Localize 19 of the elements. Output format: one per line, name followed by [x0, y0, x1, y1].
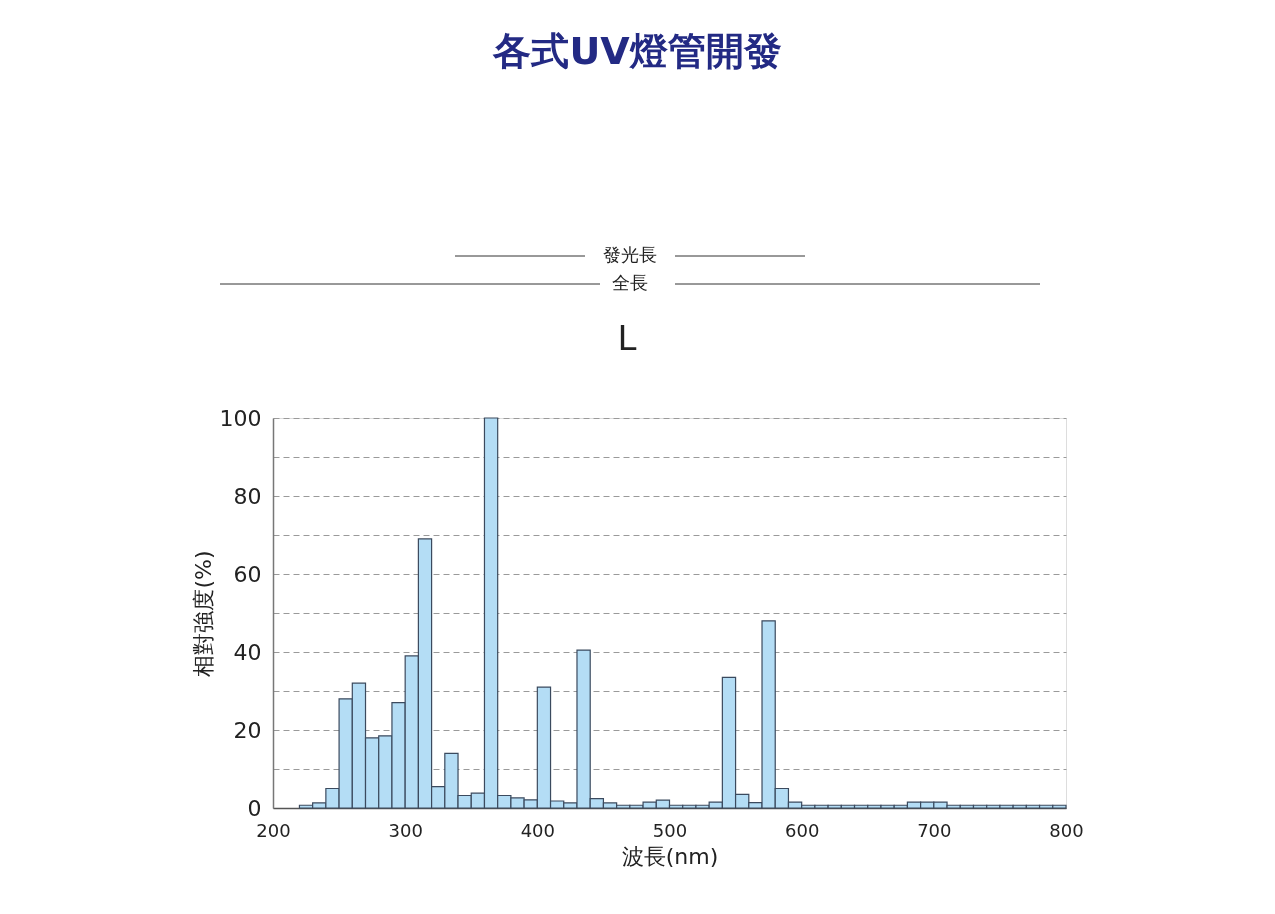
text: 發光長	[603, 244, 657, 265]
y-tick-label: 100	[219, 405, 262, 431]
y-tick-label: 40	[233, 639, 262, 665]
text: L	[617, 318, 637, 358]
x-tick-label: 500	[652, 819, 688, 841]
y-tick-label: 0	[247, 795, 262, 821]
x-tick-label: 200	[256, 819, 291, 841]
chart-title: 各式UV燈管開發	[492, 29, 782, 73]
x-tick-label: 800	[1049, 819, 1084, 841]
y-tick-label: 60	[233, 561, 262, 587]
x-tick-label: 700	[917, 819, 952, 841]
x-tick-label: 300	[388, 819, 423, 841]
x-tick-label: 600	[784, 819, 820, 841]
text: 全長	[612, 272, 648, 293]
x-tick-label: 400	[520, 819, 556, 841]
y-tick-label: 80	[233, 483, 262, 509]
y-axis-title: 相對強度(%)	[190, 550, 216, 677]
y-tick-label: 20	[233, 717, 262, 743]
x-axis-title: 波長(nm)	[621, 843, 719, 869]
